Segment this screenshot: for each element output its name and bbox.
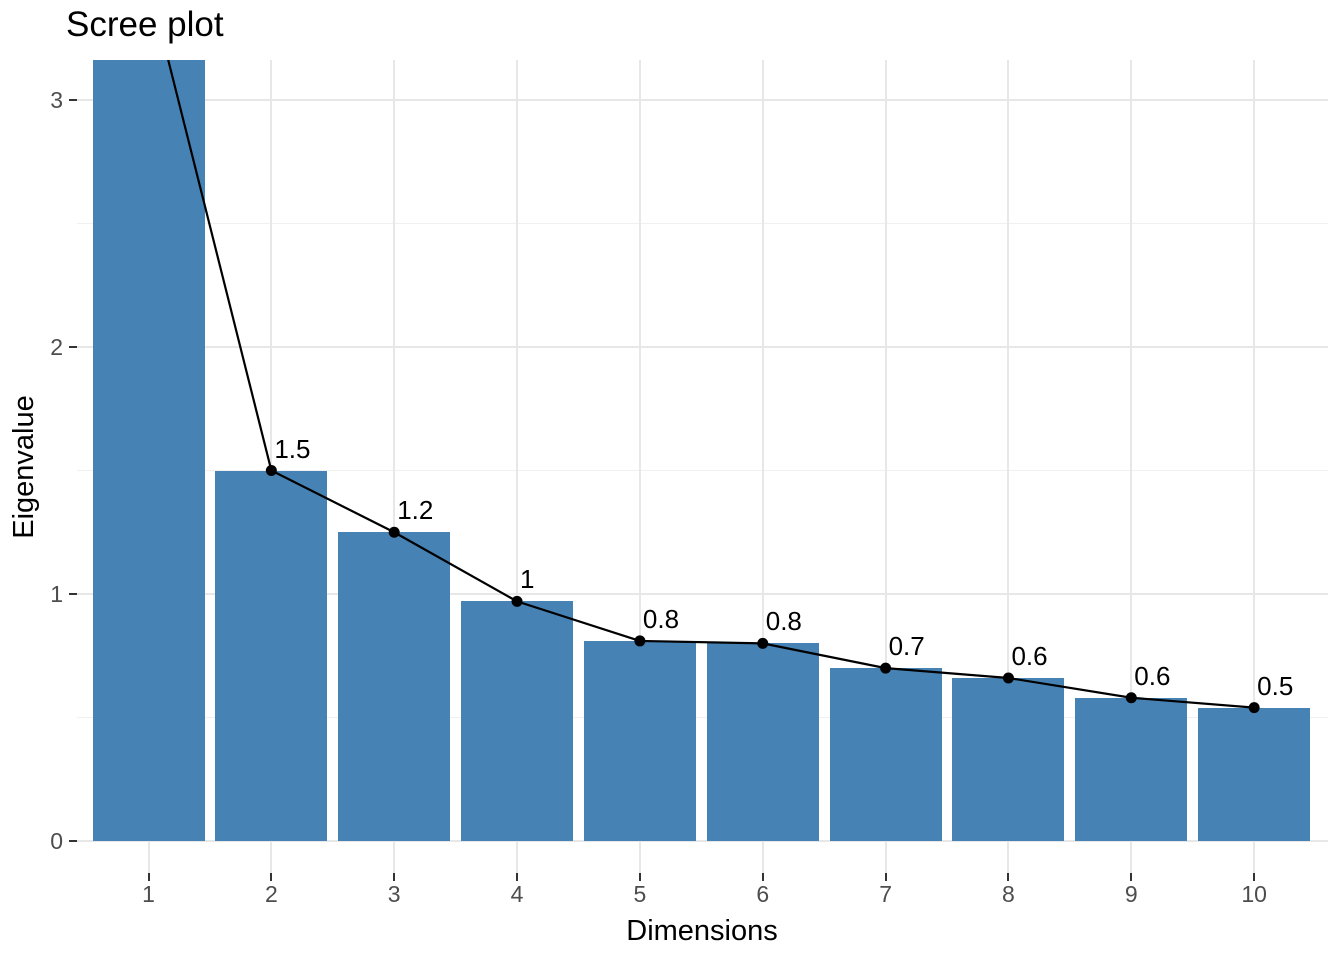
gridline-vertical-major — [1130, 60, 1133, 873]
gridline-horizontal-minor — [77, 470, 1328, 471]
data-point-dim-9 — [1125, 692, 1137, 704]
bar-dim-6 — [706, 643, 819, 841]
x-tick-label: 3 — [387, 881, 401, 907]
eigenvalue-line-layer — [167, 60, 1260, 714]
y-tick-label: 2 — [50, 334, 63, 360]
value-label-dim-5: 0.8 — [642, 603, 680, 634]
x-tick-label: 7 — [879, 881, 892, 907]
x-tick-label: 2 — [264, 881, 278, 907]
value-label-dim-4: 1 — [520, 564, 535, 595]
x-tick-mark — [1253, 873, 1256, 881]
x-tick-label: 8 — [1002, 881, 1015, 907]
data-point-dim-10 — [1248, 702, 1260, 714]
bar-dim-1 — [92, 60, 205, 841]
plot-panel: 1.5 1.2 1 0.8 0.8 0.7 0.6 0.6 0.5 — [77, 60, 1328, 873]
bar-dim-10 — [1198, 707, 1311, 841]
x-tick-label: 5 — [633, 881, 647, 907]
y-tick-label: 3 — [50, 87, 63, 113]
value-label-dim-6: 0.8 — [765, 606, 802, 637]
data-point-dim-7 — [880, 662, 892, 674]
x-tick-label: 1 — [142, 881, 155, 907]
x-tick-mark — [270, 873, 273, 881]
bar-dim-9 — [1075, 697, 1188, 841]
y-tick-mark — [69, 99, 77, 101]
y-tick-mark — [69, 840, 77, 842]
data-point-dim-8 — [1002, 672, 1014, 684]
gridline-horizontal-minor — [77, 717, 1328, 718]
value-label-dim-9: 0.6 — [1134, 660, 1171, 691]
gridline-vertical-major — [1253, 60, 1256, 873]
plot-title: Scree plot — [66, 5, 224, 44]
x-tick-mark — [761, 873, 764, 881]
x-tick-label: 4 — [510, 881, 524, 907]
value-label-dim-3: 1.2 — [397, 495, 434, 526]
x-tick-label: 9 — [1124, 881, 1138, 907]
x-tick-mark — [1130, 873, 1133, 881]
gridline-horizontal-minor — [77, 223, 1328, 224]
gridline-horizontal-major — [77, 593, 1328, 595]
bar-dim-3 — [338, 532, 451, 841]
x-tick-mark — [393, 873, 396, 881]
x-tick-mark — [638, 873, 641, 881]
x-tick-label: 6 — [756, 881, 770, 907]
bar-dim-4 — [461, 601, 574, 841]
gridline-vertical-major — [761, 60, 764, 873]
bar-dim-8 — [952, 677, 1065, 841]
x-tick-mark — [516, 873, 519, 881]
bar-dim-7 — [829, 668, 942, 841]
y-tick-mark — [69, 346, 77, 348]
gridline-vertical-major — [393, 60, 396, 873]
x-tick-mark — [884, 873, 887, 881]
gridline-horizontal-major — [77, 346, 1328, 348]
y-tick-mark — [69, 593, 77, 595]
eigenvalue-line — [167, 60, 1255, 709]
data-point-dim-5 — [634, 635, 646, 647]
x-tick-mark — [147, 873, 150, 881]
x-axis-title: Dimensions — [626, 915, 778, 947]
x-tick-label: 10 — [1241, 881, 1267, 907]
y-tick-label: 0 — [50, 828, 63, 854]
data-point-dim-6 — [757, 637, 769, 649]
bar-dim-2 — [215, 470, 328, 841]
bar-dim-5 — [583, 640, 696, 841]
gridline-horizontal-major — [77, 840, 1328, 842]
gridline-vertical-major — [1007, 60, 1010, 873]
gridline-vertical-major — [884, 60, 887, 873]
x-tick-mark — [1007, 873, 1010, 881]
data-point-dim-4 — [511, 595, 523, 607]
data-point-dim-3 — [388, 526, 400, 538]
value-label-dim-7: 0.7 — [888, 631, 925, 662]
gridline-horizontal-major — [77, 99, 1328, 101]
y-tick-label: 1 — [50, 581, 63, 607]
value-label-dim-10: 0.5 — [1257, 670, 1294, 701]
value-label-dim-2: 1.5 — [274, 433, 311, 464]
data-point-dim-2 — [265, 465, 277, 476]
y-axis-title: Eigenvalue — [8, 395, 40, 539]
gridline-vertical-major — [638, 60, 641, 873]
gridline-vertical-major — [516, 60, 519, 873]
value-label-dim-8: 0.6 — [1011, 640, 1048, 671]
